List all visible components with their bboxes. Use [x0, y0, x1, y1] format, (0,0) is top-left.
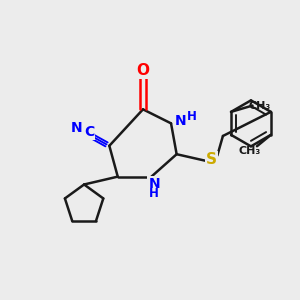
Text: H: H	[149, 187, 159, 200]
Text: CH₃: CH₃	[248, 100, 271, 111]
Text: N: N	[148, 177, 160, 191]
Text: N: N	[175, 114, 187, 128]
Text: C: C	[84, 125, 94, 139]
Text: N: N	[70, 121, 82, 135]
Text: CH₃: CH₃	[239, 146, 261, 156]
Text: H: H	[187, 110, 197, 123]
Text: S: S	[206, 152, 217, 167]
Text: O: O	[136, 63, 149, 78]
